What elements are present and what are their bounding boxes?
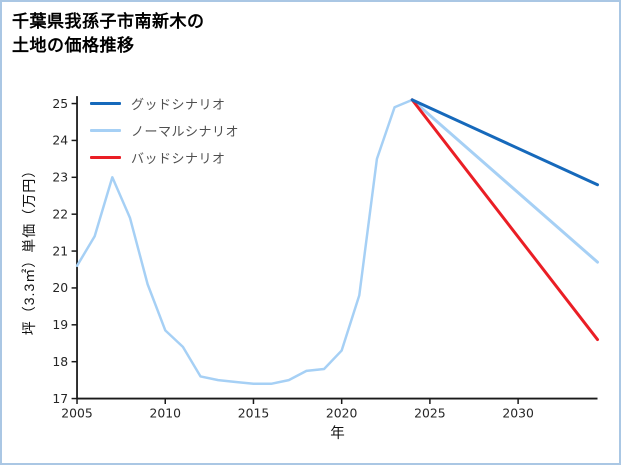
x-tick-label: 2005 [61, 405, 92, 420]
legend-line-bad [90, 156, 121, 159]
x-tick-label: 2025 [414, 405, 446, 420]
legend-label-good: グッドシナリオ [131, 97, 226, 112]
x-tick-label: 2015 [238, 405, 270, 420]
y-tick-label: 25 [52, 96, 68, 111]
x-axis-label: 年 [330, 426, 345, 442]
legend-label-normal: ノーマルシナリオ [131, 124, 240, 139]
y-tick-label: 18 [52, 354, 68, 369]
x-tick-label: 2030 [502, 405, 534, 420]
series-line-good [410, 98, 599, 187]
legend-item-bad: バッドシナリオ [90, 144, 239, 171]
chart-title-line2: 土地の価格推移 [12, 35, 135, 55]
legend-item-good: グッドシナリオ [90, 90, 239, 117]
x-tick-label: 2020 [326, 405, 358, 420]
series-line-normal [410, 98, 599, 264]
y-tick-label: 19 [52, 317, 68, 332]
legend-line-normal [90, 129, 121, 132]
history-line [75, 98, 414, 386]
legend-label-bad: バッドシナリオ [131, 151, 226, 166]
chart-title-line1: 千葉県我孫子市南新木の [12, 12, 205, 31]
y-tick-label: 21 [52, 243, 68, 258]
y-axis-label: 坪（3.3㎡）単価（万円） [21, 162, 37, 336]
y-tick-label: 22 [52, 206, 68, 221]
chart-title: 千葉県我孫子市南新木の 土地の価格推移 [12, 10, 205, 58]
chart-legend: グッドシナリオ ノーマルシナリオ バッドシナリオ [90, 90, 239, 171]
y-tick-label: 24 [52, 133, 68, 148]
y-tick-label: 17 [52, 391, 68, 406]
y-tick-label: 23 [52, 170, 68, 185]
x-tick-label: 2010 [149, 405, 181, 420]
series-line-bad [410, 98, 599, 342]
legend-line-good [90, 102, 121, 105]
y-tick-label: 20 [52, 280, 68, 295]
legend-item-normal: ノーマルシナリオ [90, 117, 239, 144]
